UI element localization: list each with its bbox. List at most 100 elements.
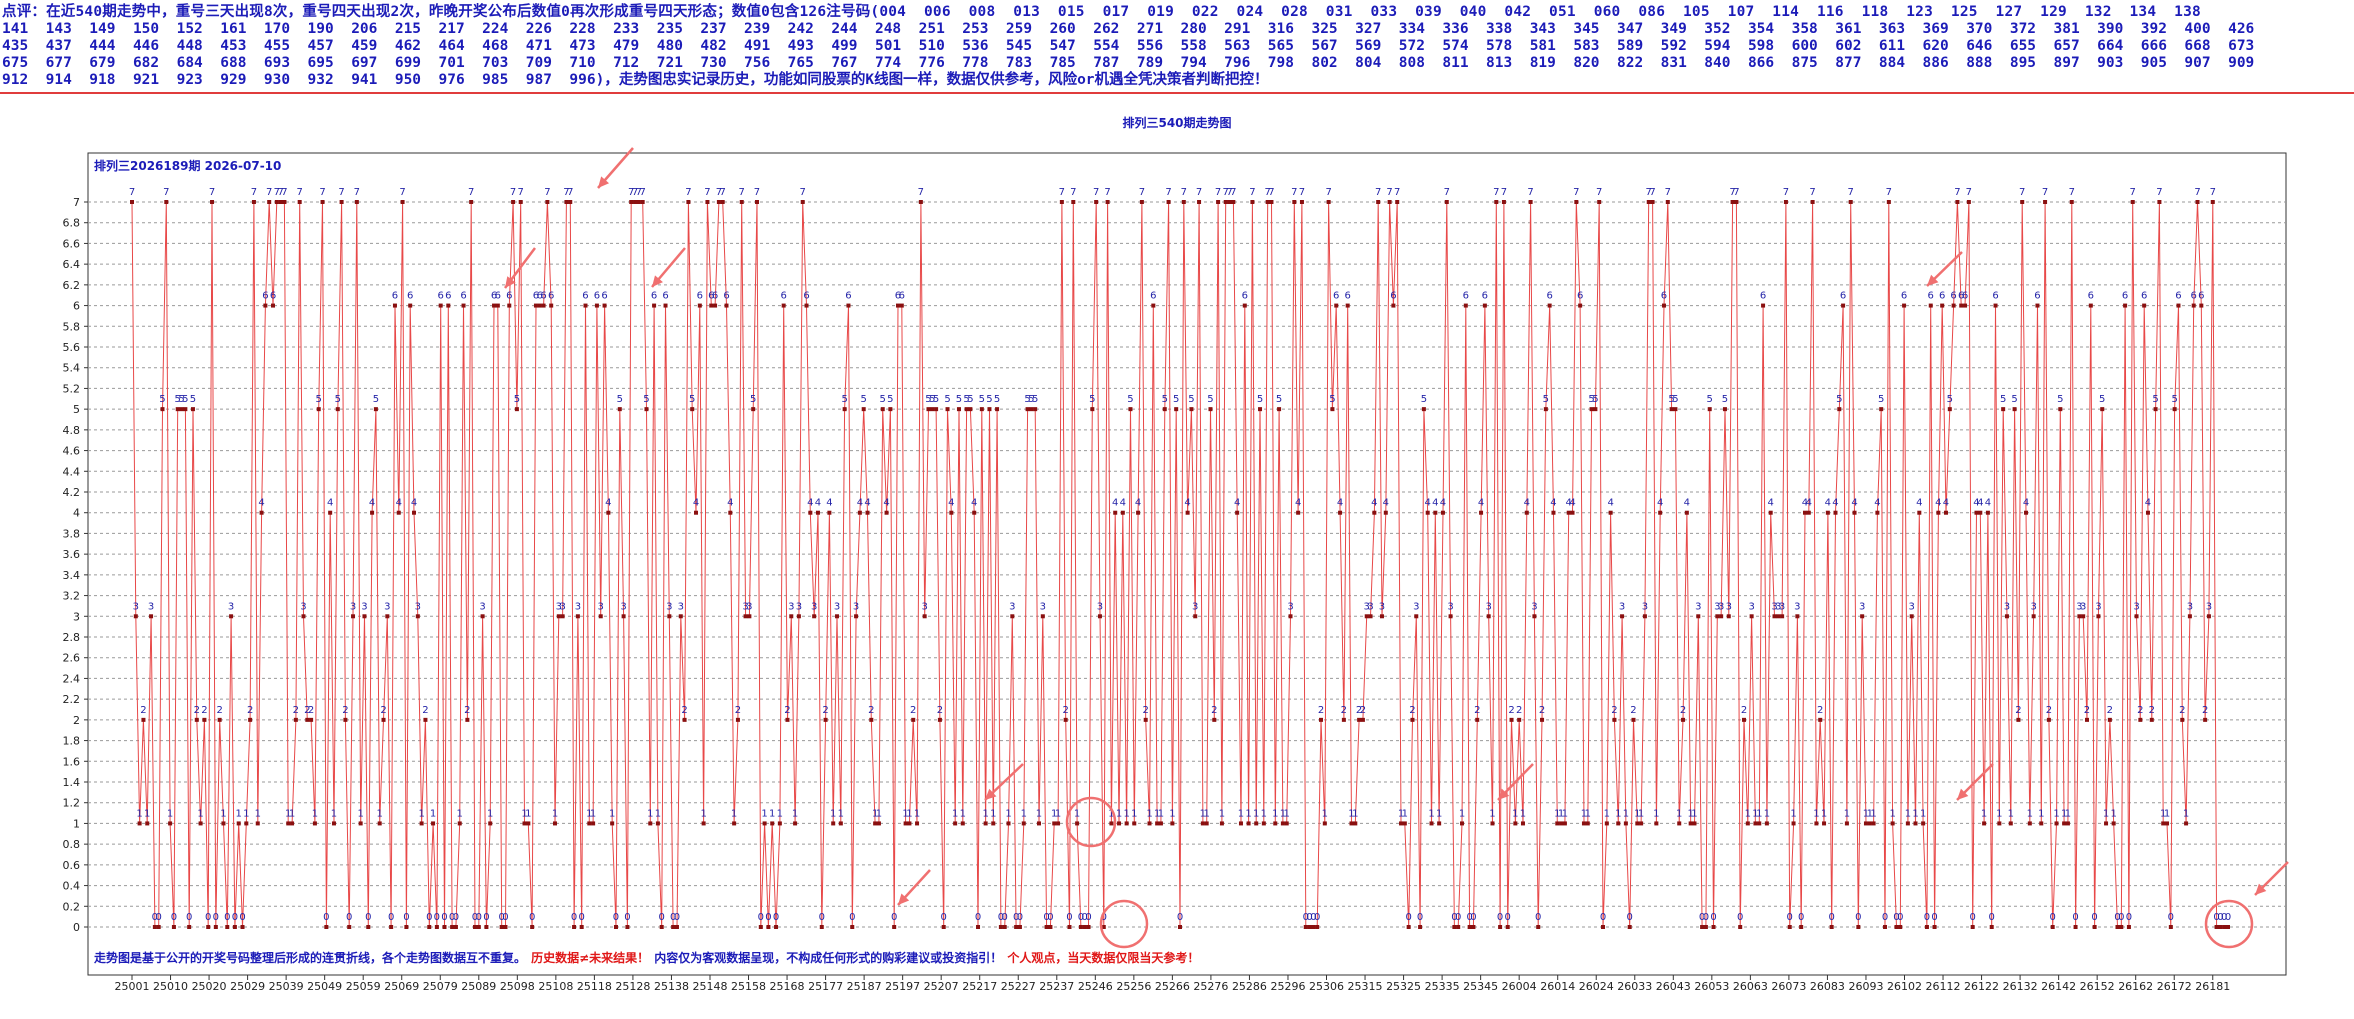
data-point (1299, 200, 1304, 204)
data-label: 7 (2069, 187, 2075, 198)
data-point (1090, 407, 1095, 412)
x-tick-label: 26043 (1656, 980, 1691, 993)
data-point (1463, 303, 1468, 308)
data-label: 7 (1226, 187, 1232, 198)
data-label: 7 (628, 187, 634, 198)
data-point (1616, 821, 1621, 826)
x-tick-label: 25168 (770, 980, 805, 993)
data-point (777, 821, 782, 826)
data-point (1402, 821, 1407, 826)
data-label: 0 (1013, 912, 1019, 923)
x-tick-label: 26181 (2195, 980, 2230, 993)
data-point (732, 821, 737, 826)
data-point (800, 200, 805, 204)
data-point (362, 614, 367, 619)
data-label: 1 (1146, 808, 1152, 819)
data-label: 0 (1897, 912, 1903, 923)
data-point (2104, 821, 2109, 826)
data-label: 5 (1127, 394, 1133, 405)
data-point (1440, 510, 1445, 515)
data-label: 0 (1710, 912, 1716, 923)
data-label: 1 (1322, 808, 1328, 819)
data-point (2145, 510, 2150, 515)
data-point (1471, 925, 1476, 929)
data-label: 4 (883, 498, 889, 509)
data-point (263, 303, 268, 308)
data-point (1540, 717, 1545, 722)
data-point (526, 821, 531, 826)
data-point (983, 821, 988, 826)
data-label: 1 (1634, 808, 1640, 819)
data-point (434, 925, 439, 929)
data-label: 1 (1261, 808, 1267, 819)
data-point (690, 407, 695, 412)
x-axis-ticks: 25001 25010 25020 25029 25039 25049 25059 25069… (115, 975, 2230, 993)
data-label: 1 (1653, 808, 1659, 819)
data-point (1951, 303, 1956, 308)
data-point (149, 614, 154, 619)
data-label: 3 (1775, 601, 1781, 612)
data-label: 2 (1211, 705, 1217, 716)
data-label: 1 (1912, 808, 1918, 819)
data-label: 7 (704, 187, 710, 198)
data-point (423, 717, 428, 722)
data-point (2184, 821, 2189, 826)
data-label: 6 (895, 291, 901, 302)
data-point (1890, 821, 1895, 826)
data-point (1433, 510, 1438, 515)
data-label: 2 (1143, 705, 1149, 716)
data-point (412, 510, 417, 515)
data-label: 2 (1741, 705, 1747, 716)
data-label: 1 (2008, 808, 2014, 819)
y-tick-label: 0 (73, 921, 80, 934)
data-label: 2 (822, 705, 828, 716)
data-point (2020, 200, 2025, 204)
data-point (1589, 407, 1594, 412)
data-point (648, 821, 653, 826)
data-label: 0 (1737, 912, 1743, 923)
data-label: 3 (1619, 601, 1625, 612)
y-tick-label: 1.8 (63, 735, 81, 748)
x-tick-label: 26024 (1579, 980, 1614, 993)
data-point (1418, 925, 1423, 929)
data-label: 0 (224, 912, 230, 923)
data-label: 1 (312, 808, 318, 819)
data-label: 1 (331, 808, 337, 819)
data-label: 1 (1863, 808, 1869, 819)
data-label: 1 (167, 808, 173, 819)
data-point (815, 510, 820, 515)
data-point (2206, 614, 2211, 619)
data-label: 6 (407, 291, 413, 302)
data-point (274, 200, 279, 204)
data-label: 4 (605, 498, 611, 509)
x-tick-label: 25217 (962, 980, 997, 993)
data-label: 0 (941, 912, 947, 923)
data-label: 7 (281, 187, 287, 198)
data-point (1932, 925, 1937, 929)
data-label: 2 (910, 705, 916, 716)
data-point (716, 200, 721, 204)
data-point (2008, 821, 2013, 826)
data-label: 2 (2137, 705, 2143, 716)
data-point (320, 200, 325, 204)
data-point (309, 717, 314, 722)
data-label: 7 (1966, 187, 1972, 198)
x-tick-label: 25049 (307, 980, 342, 993)
data-label: 0 (1047, 912, 1053, 923)
data-point (175, 407, 180, 412)
data-label: 0 (483, 912, 489, 923)
data-label: 1 (1981, 808, 1987, 819)
data-label: 1 (1348, 808, 1354, 819)
data-label: 4 (1851, 498, 1857, 509)
data-label: 0 (186, 912, 192, 923)
data-label: 0 (659, 912, 665, 923)
data-label: 6 (540, 291, 546, 302)
data-point (838, 821, 843, 826)
data-label: 0 (232, 912, 238, 923)
data-point (785, 717, 790, 722)
data-label: 1 (521, 808, 527, 819)
data-point (305, 717, 310, 722)
data-point (381, 717, 386, 722)
data-label: 5 (1543, 394, 1549, 405)
